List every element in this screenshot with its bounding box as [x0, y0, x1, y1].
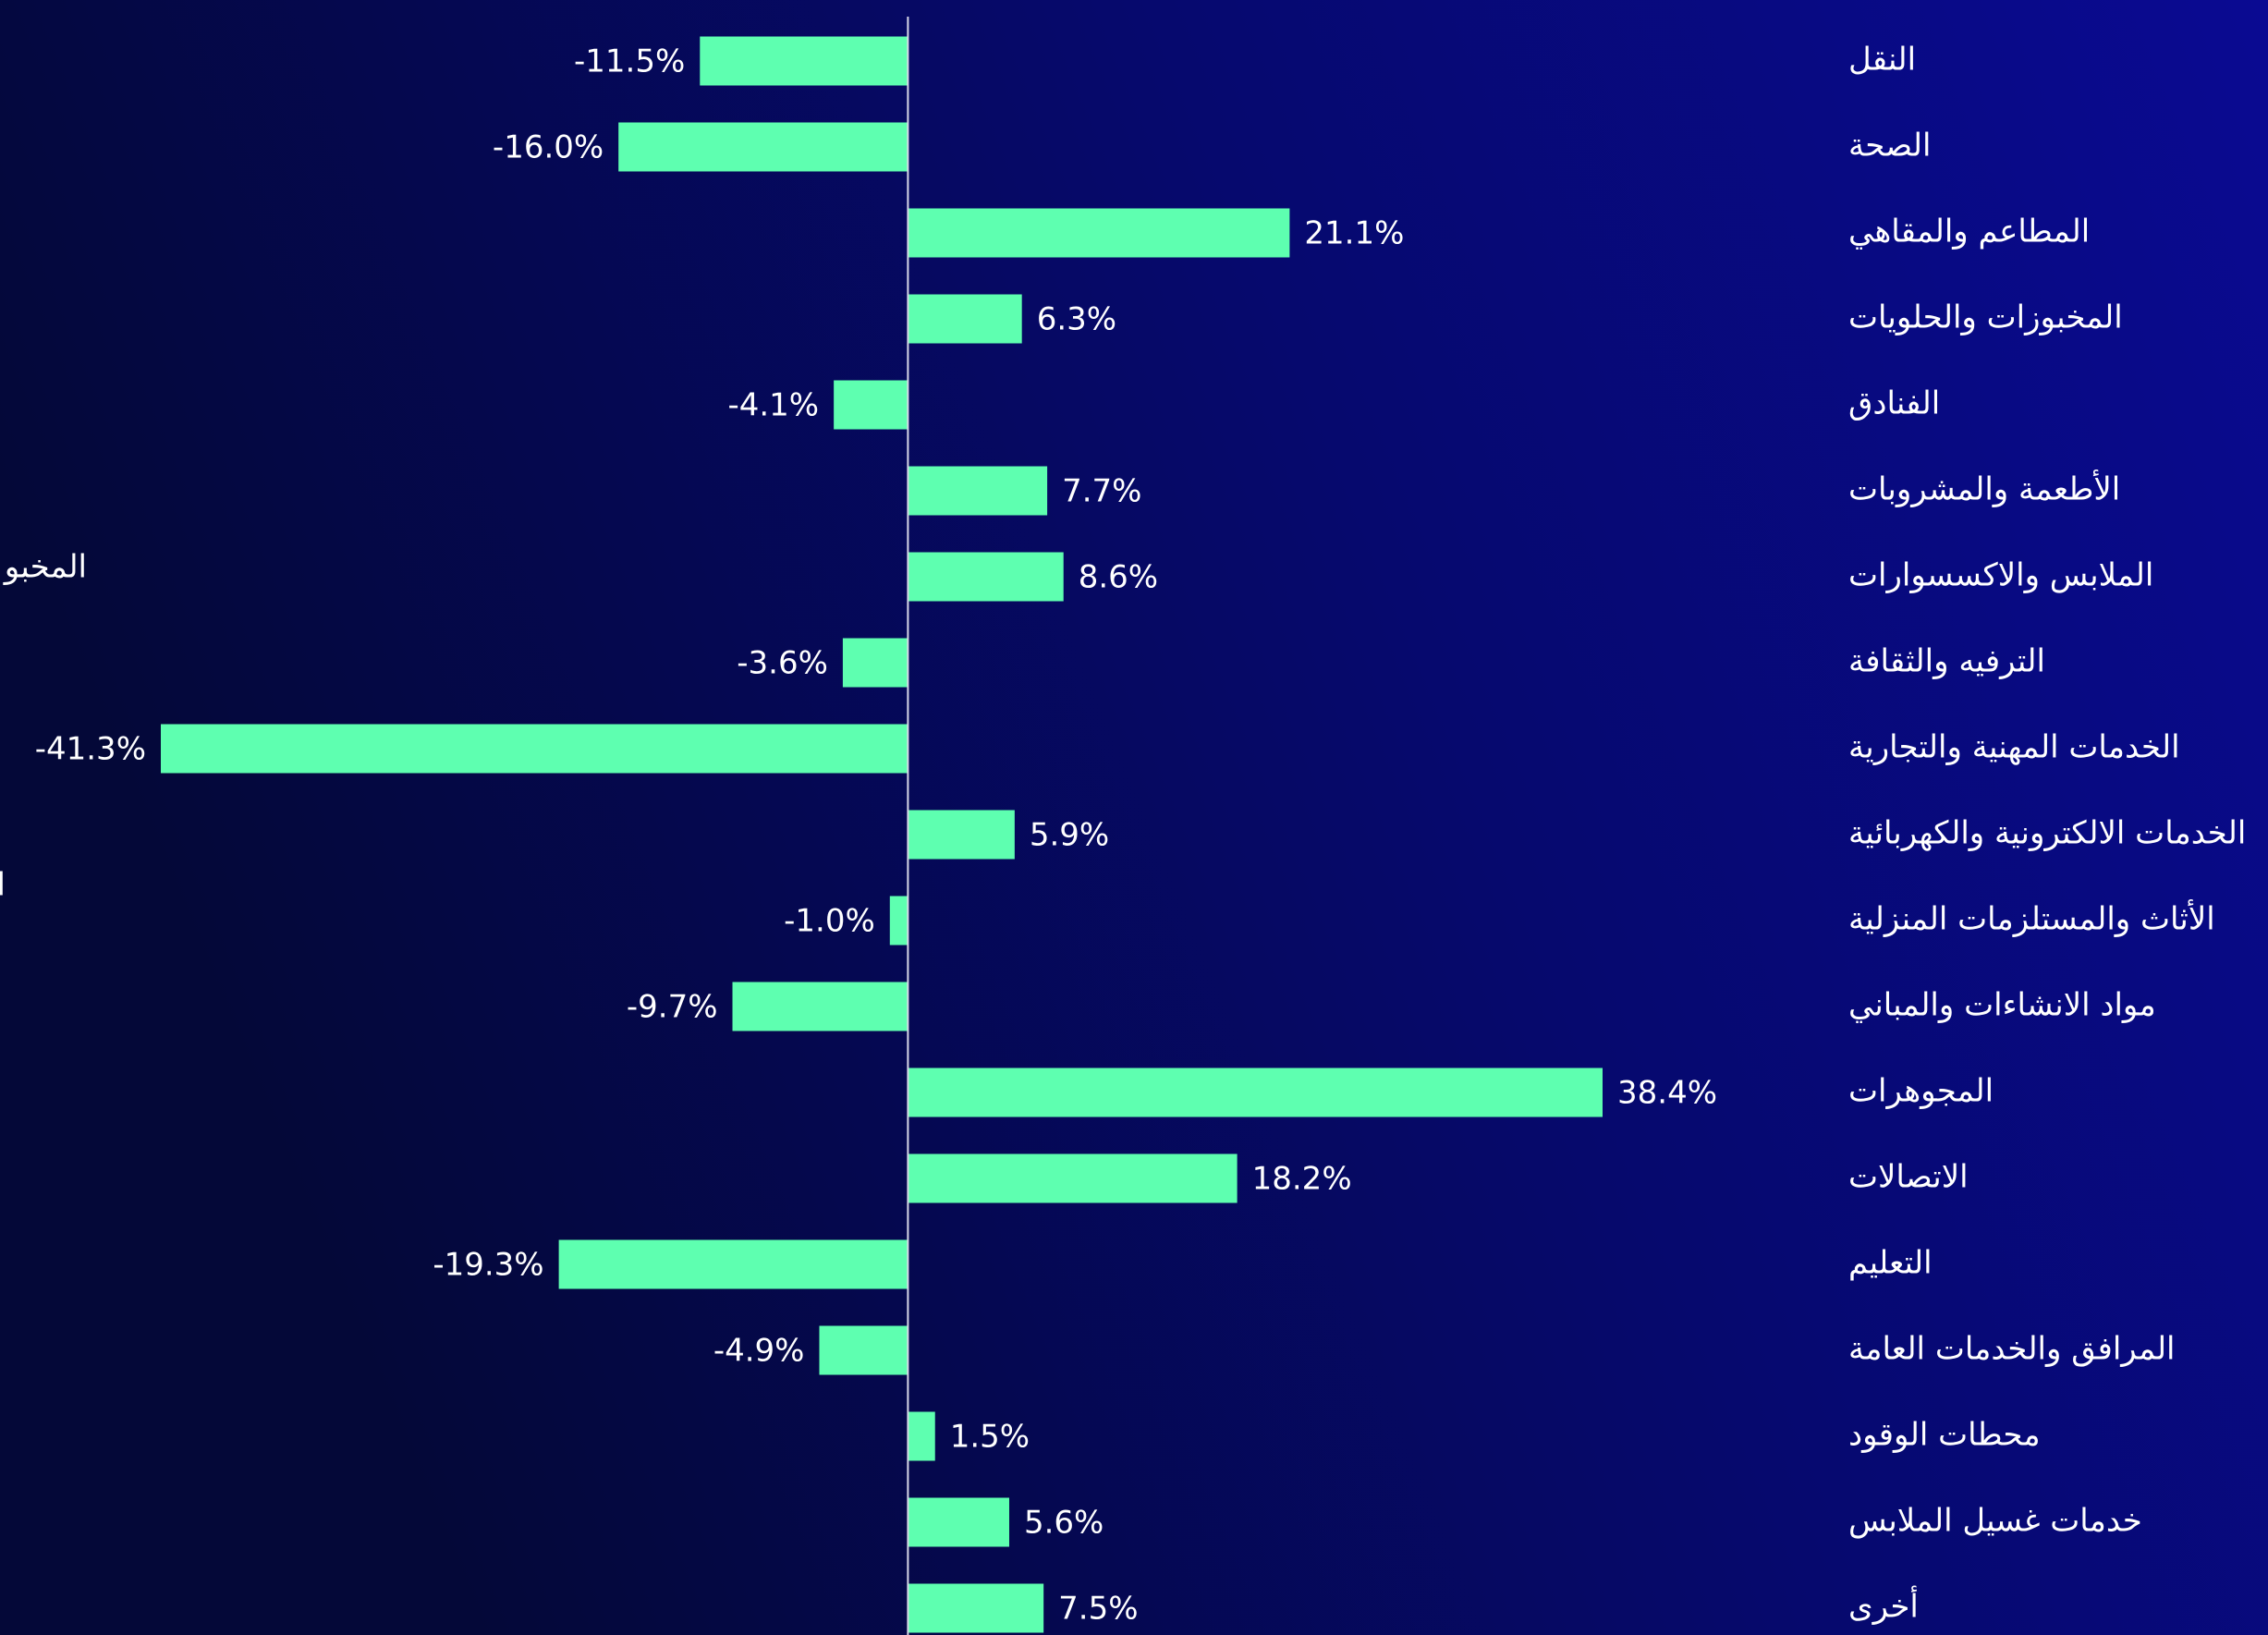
value-label: 7.5% — [1058, 1591, 1138, 1628]
bar — [908, 810, 1015, 860]
bar — [908, 294, 1022, 344]
value-label: 18.2% — [1252, 1161, 1352, 1198]
value-label: -4.1% — [727, 387, 819, 424]
clipped-text: ا — [0, 867, 6, 904]
category-label: الأطعمة والمشروبات — [1848, 470, 2120, 508]
bar — [618, 122, 908, 172]
category-label: أخرى — [1848, 1586, 1919, 1626]
bar — [908, 1497, 1009, 1547]
bar — [161, 724, 908, 774]
category-label: المجوهرات — [1848, 1073, 1994, 1110]
value-label: 1.5% — [950, 1419, 1030, 1456]
category-label: المخبوزات والحلويات — [1848, 299, 2123, 336]
bar — [732, 982, 908, 1031]
value-label: -1.0% — [784, 903, 875, 940]
value-label: -41.3% — [35, 731, 146, 768]
bar — [908, 1411, 935, 1461]
value-label: 6.3% — [1037, 301, 1116, 338]
category-label: الملابس والاكسسوارات — [1848, 557, 2153, 594]
bar — [908, 1068, 1603, 1117]
value-label: 38.4% — [1617, 1075, 1717, 1112]
bar — [842, 638, 908, 688]
value-label: -16.0% — [493, 129, 604, 166]
value-label: -4.9% — [713, 1333, 805, 1370]
bar — [834, 380, 908, 430]
category-label: الاتصالات — [1848, 1159, 1969, 1196]
bar — [908, 208, 1290, 258]
value-label: 21.1% — [1304, 215, 1404, 252]
category-label: الترفيه والثقافة — [1848, 643, 2045, 680]
category-label: الصحة — [1848, 128, 1931, 165]
category-label: الفنادق — [1848, 385, 1940, 422]
bar — [819, 1325, 908, 1375]
bar — [908, 1153, 1238, 1203]
category-label: الخدمات المهنية والتجارية — [1848, 729, 2180, 766]
value-label: 7.7% — [1062, 473, 1141, 510]
category-label: النقل — [1848, 42, 1916, 79]
value-label: 8.6% — [1079, 559, 1158, 596]
bar — [908, 466, 1048, 516]
bar — [700, 36, 908, 86]
category-label: محطات الوقود — [1848, 1417, 2041, 1454]
category-label: خدمات غسيل الملابس — [1848, 1503, 2142, 1540]
value-label: 5.9% — [1030, 817, 1109, 854]
category-label: الخدمات الالكترونية والكهربائية — [1848, 815, 2246, 852]
value-label: -19.3% — [433, 1247, 543, 1284]
bar — [908, 552, 1064, 602]
bar — [889, 896, 908, 946]
value-label: -9.7% — [627, 989, 718, 1026]
category-label: المرافق والخدمات العامة — [1848, 1331, 2176, 1368]
category-label: مواد الانشاءات والمباني — [1848, 987, 2156, 1024]
bar — [908, 1583, 1044, 1633]
category-label: الأثاث والمستلزمات المنزلية — [1848, 899, 2215, 938]
category-label: المطاعم والمقاهي — [1848, 214, 2090, 250]
value-label: 5.6% — [1024, 1505, 1104, 1542]
category-label: التعليم — [1848, 1245, 1933, 1282]
clipped-text: المخبو — [3, 549, 87, 586]
bar — [558, 1239, 908, 1289]
value-label: -11.5% — [574, 43, 685, 80]
value-label: -3.6% — [737, 645, 828, 682]
